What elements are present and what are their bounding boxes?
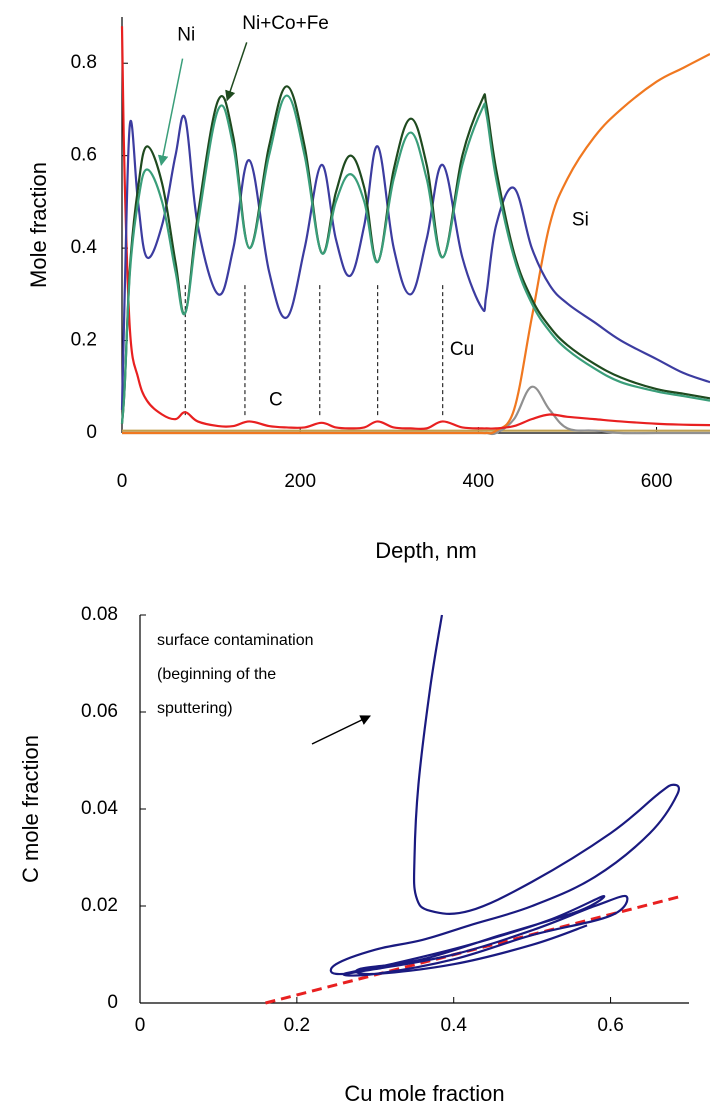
y-tick-label: 0.8	[71, 52, 97, 73]
x-tick-label: 0.4	[441, 1015, 468, 1036]
y-tick-label: 0.06	[81, 701, 118, 722]
series-line	[120, 85, 710, 424]
annotation-arrow	[157, 58, 184, 166]
x-tick-label: 0.6	[597, 1015, 623, 1036]
y-tick-label: 0	[86, 422, 97, 443]
y-tick-label: 0	[107, 992, 118, 1013]
x-tick-label: 0	[135, 1015, 146, 1036]
x-tick-label: 600	[641, 471, 673, 492]
x-tick-label: 0.2	[284, 1015, 310, 1036]
annotation-arrow	[225, 42, 248, 102]
series-line	[121, 385, 710, 436]
series-label: Ni	[177, 25, 195, 46]
x-tick-label: 200	[284, 471, 316, 492]
annotation-text: surface contamination	[157, 632, 314, 649]
annotation-text: sputtering)	[157, 700, 233, 717]
series-label: Cu	[450, 339, 474, 360]
y-tick-label: 0.6	[71, 145, 97, 166]
y-axis-title: C mole fraction	[18, 735, 43, 883]
series-line	[120, 94, 710, 424]
series-line	[329, 614, 681, 977]
series-label: Si	[572, 209, 589, 230]
y-tick-label: 0.08	[81, 604, 118, 625]
series-label: C	[269, 390, 283, 411]
y-tick-label: 0.2	[71, 330, 97, 351]
series-label: Ni+Co+Fe	[242, 13, 329, 34]
annotation-arrow	[311, 715, 371, 745]
series-line	[120, 114, 710, 410]
x-tick-label: 400	[463, 471, 495, 492]
series-line	[121, 53, 710, 435]
y-tick-label: 0.02	[81, 895, 118, 916]
y-axis-title: Mole fraction	[26, 162, 51, 288]
x-axis-title: Cu mole fraction	[344, 1081, 504, 1106]
x-axis-title: Depth, nm	[375, 538, 477, 563]
y-tick-label: 0.4	[71, 237, 98, 258]
x-tick-label: 0	[117, 471, 128, 492]
series-line	[120, 26, 710, 431]
annotation-text: (beginning of the	[157, 666, 276, 683]
y-tick-label: 0.04	[81, 798, 118, 819]
